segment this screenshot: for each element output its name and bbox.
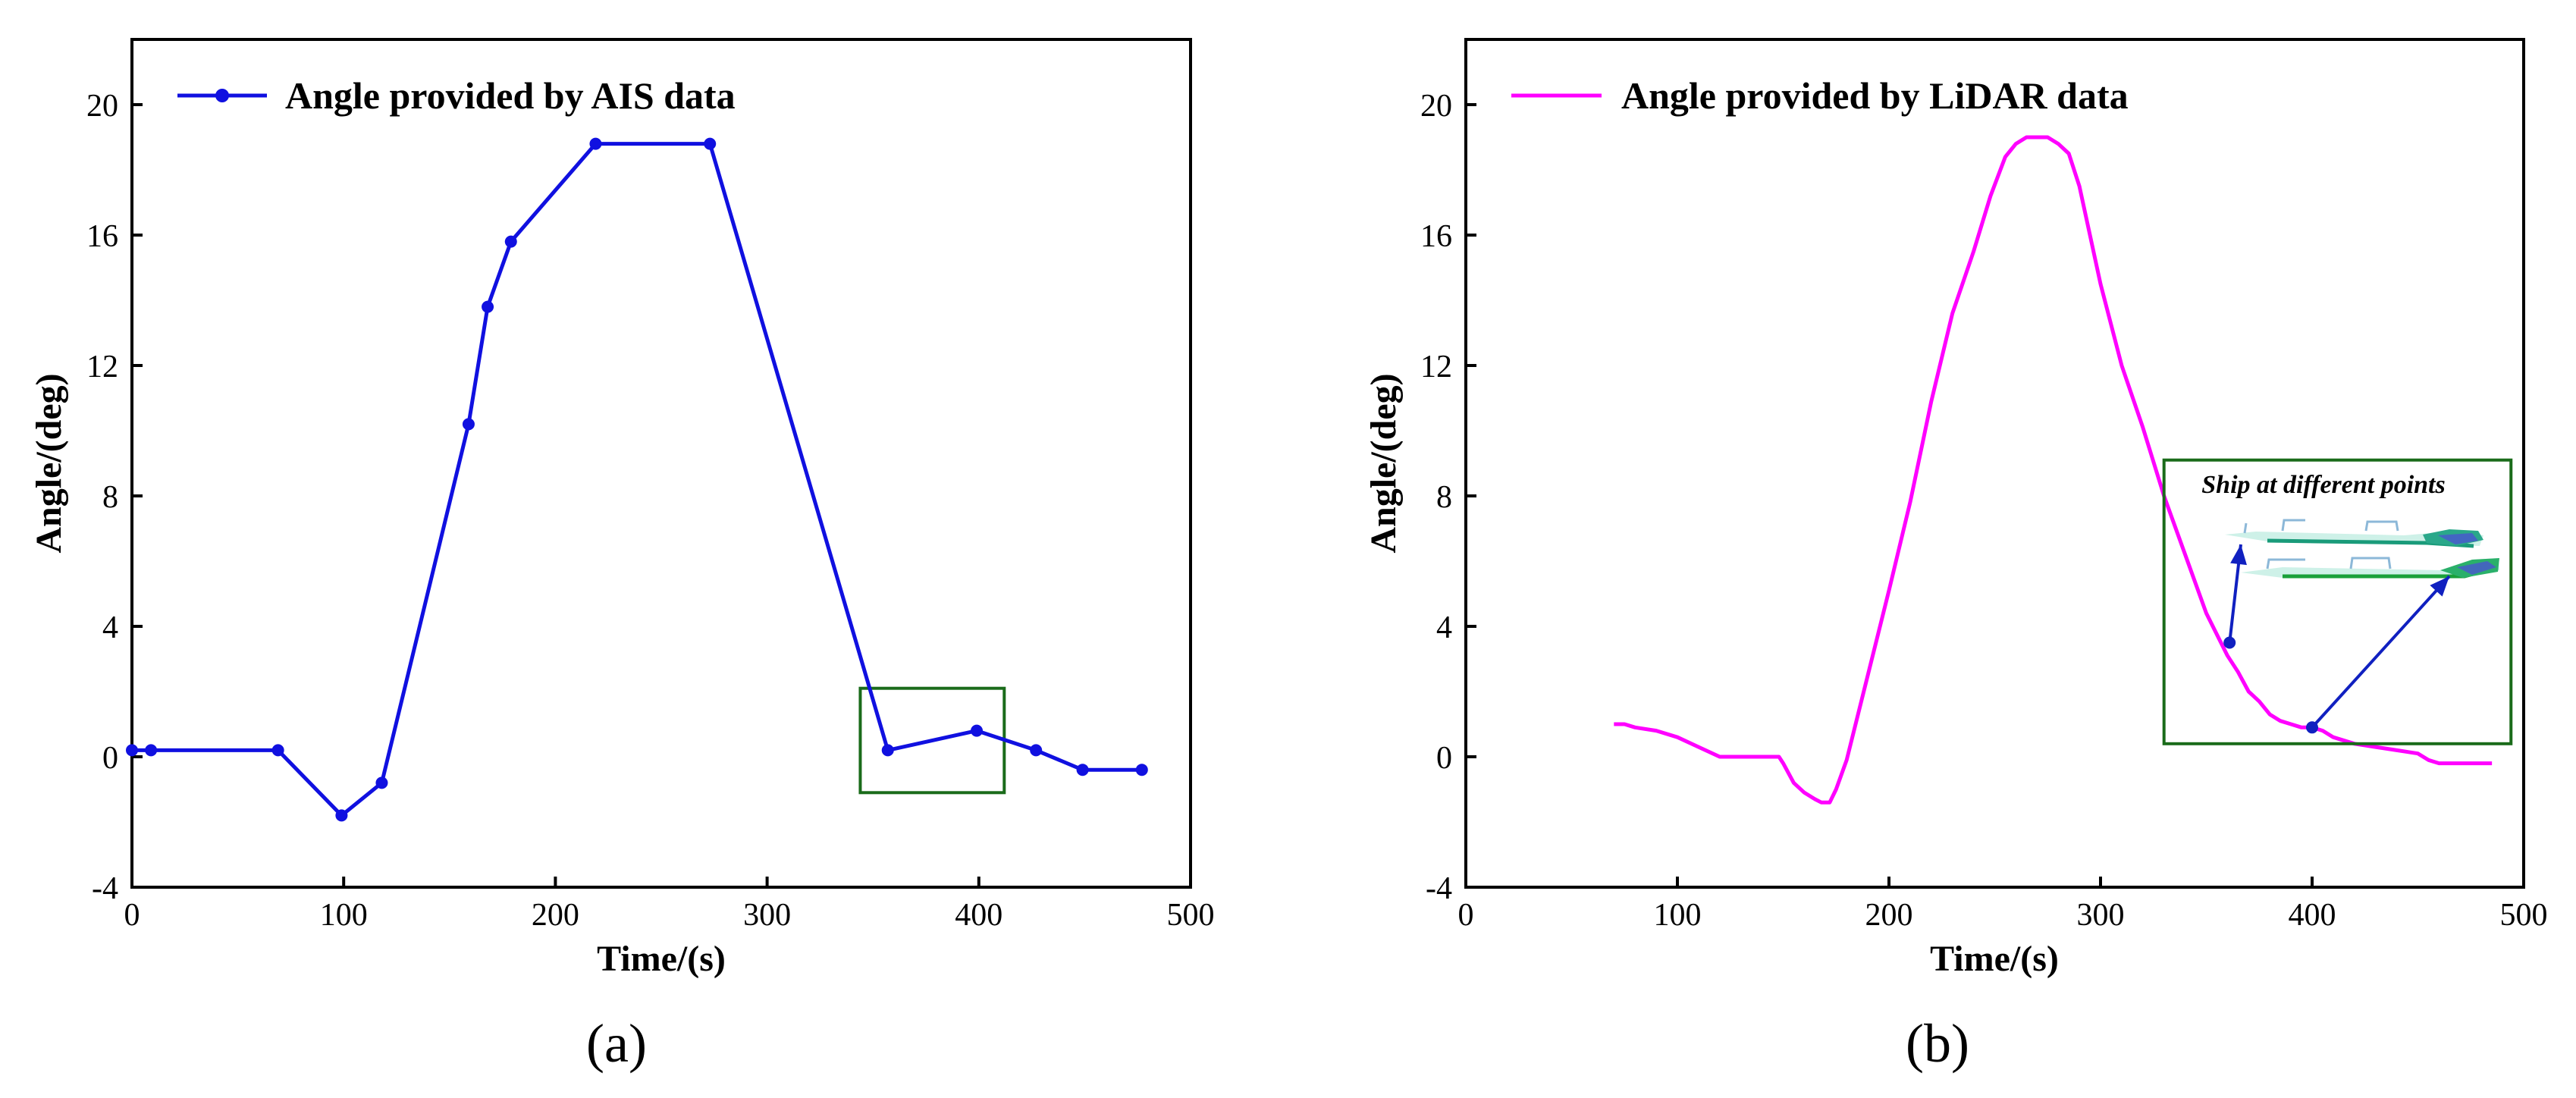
- inset-point: [2306, 721, 2318, 734]
- panel-a-x-tick-label: 400: [955, 898, 1002, 933]
- panel-a-y-tick-label: 4: [102, 610, 118, 645]
- panel-a-y-tick-label: 8: [102, 480, 118, 515]
- panel-b-x-tick-label: 400: [2289, 898, 2336, 933]
- panel-a-legend-marker: [215, 89, 229, 102]
- panel-a-data-point: [504, 235, 517, 248]
- panel-b-y-tick-label: 4: [1436, 610, 1452, 645]
- panel-a-data-point: [375, 776, 388, 789]
- inset-arrow-1-head: [2230, 544, 2247, 566]
- panel-b-x-tick-label: 100: [1654, 898, 1702, 933]
- panel-a-label: (a): [586, 1013, 647, 1074]
- panel-a-data-point: [126, 744, 138, 757]
- panel-a-data-point: [482, 300, 494, 313]
- panel-a-series-line: [132, 142, 1142, 817]
- panel-a-data-point: [1076, 764, 1089, 776]
- panel-b-plot-frame: [1464, 38, 2525, 889]
- panel-a-data-point: [462, 418, 475, 431]
- panel-a-data-point: [335, 809, 348, 822]
- panel-b-y-tick-label: 16: [1420, 219, 1452, 254]
- panel-b-y-axis-title: Angle/(deg): [1363, 373, 1404, 553]
- panel-a-data-point: [881, 744, 894, 757]
- panel-b-x-tick-label: 0: [1458, 898, 1474, 933]
- panel-a-y-tick-label: 16: [86, 219, 118, 254]
- panel-a-x-tick-label: 300: [743, 898, 791, 933]
- panel-b-y-tick-label: 0: [1436, 741, 1452, 776]
- panel-a-data-point: [145, 744, 158, 757]
- inset-arrow-2-head: [2430, 576, 2449, 597]
- panel-a-y-tick-label: -4: [92, 871, 118, 906]
- panel-b-x-axis-title: Time/(s): [1930, 939, 2059, 979]
- panel-b-y-tick-label: 12: [1420, 350, 1452, 384]
- panel-b-x-tick-label: 200: [1865, 898, 1913, 933]
- panel-a-y-tick-label: 12: [86, 350, 118, 384]
- panel-a-x-tick-label: 500: [1167, 898, 1215, 933]
- panel-b-inset-points: [2223, 636, 2318, 734]
- panel-a-plot-frame: [130, 38, 1192, 889]
- panel-a-data-point: [1135, 764, 1148, 776]
- panel-a-x-axis-title: Time/(s): [597, 939, 726, 979]
- panel-b-x-tick-label: 500: [2500, 898, 2548, 933]
- inset-point: [2223, 636, 2236, 649]
- panel-a-data-point: [271, 744, 284, 757]
- panel-b-legend-label: Angle provided by LiDAR data: [1621, 74, 2129, 117]
- ship-point-cloud-lower: [2241, 557, 2499, 579]
- panel-a-y-tick-label: 0: [102, 741, 118, 776]
- panel-b-y-tick-label: 20: [1420, 89, 1452, 124]
- panel-a-y-tick-label: 20: [86, 89, 118, 124]
- panel-b-y-tick-label: 8: [1436, 480, 1452, 515]
- panel-a-y-axis-title: Angle/(deg): [29, 373, 69, 553]
- ship-point-cloud-upper: [2225, 519, 2483, 548]
- panel-a-x-tick-label: 200: [532, 898, 579, 933]
- panel-b-inset-box: [2162, 458, 2513, 745]
- panel-b-x-tick-label: 300: [2077, 898, 2125, 933]
- panel-a-data-point: [1030, 744, 1043, 757]
- panel-a-x-tick-label: 100: [320, 898, 368, 933]
- panel-a-legend-label: Angle provided by AIS data: [285, 74, 736, 117]
- panel-b-label: (b): [1906, 1013, 1969, 1074]
- panel-a-x-tick-label: 0: [124, 898, 140, 933]
- panel-a-data-point: [971, 724, 984, 737]
- inset-arrow-2: [2311, 575, 2451, 729]
- panel-a-markers: [126, 137, 1148, 822]
- panel-b-inset-title: Ship at different points: [2201, 471, 2446, 499]
- panel-a-data-point: [704, 137, 717, 150]
- panel-a-data-point: [589, 137, 602, 150]
- panel-b-y-tick-label: -4: [1426, 871, 1452, 906]
